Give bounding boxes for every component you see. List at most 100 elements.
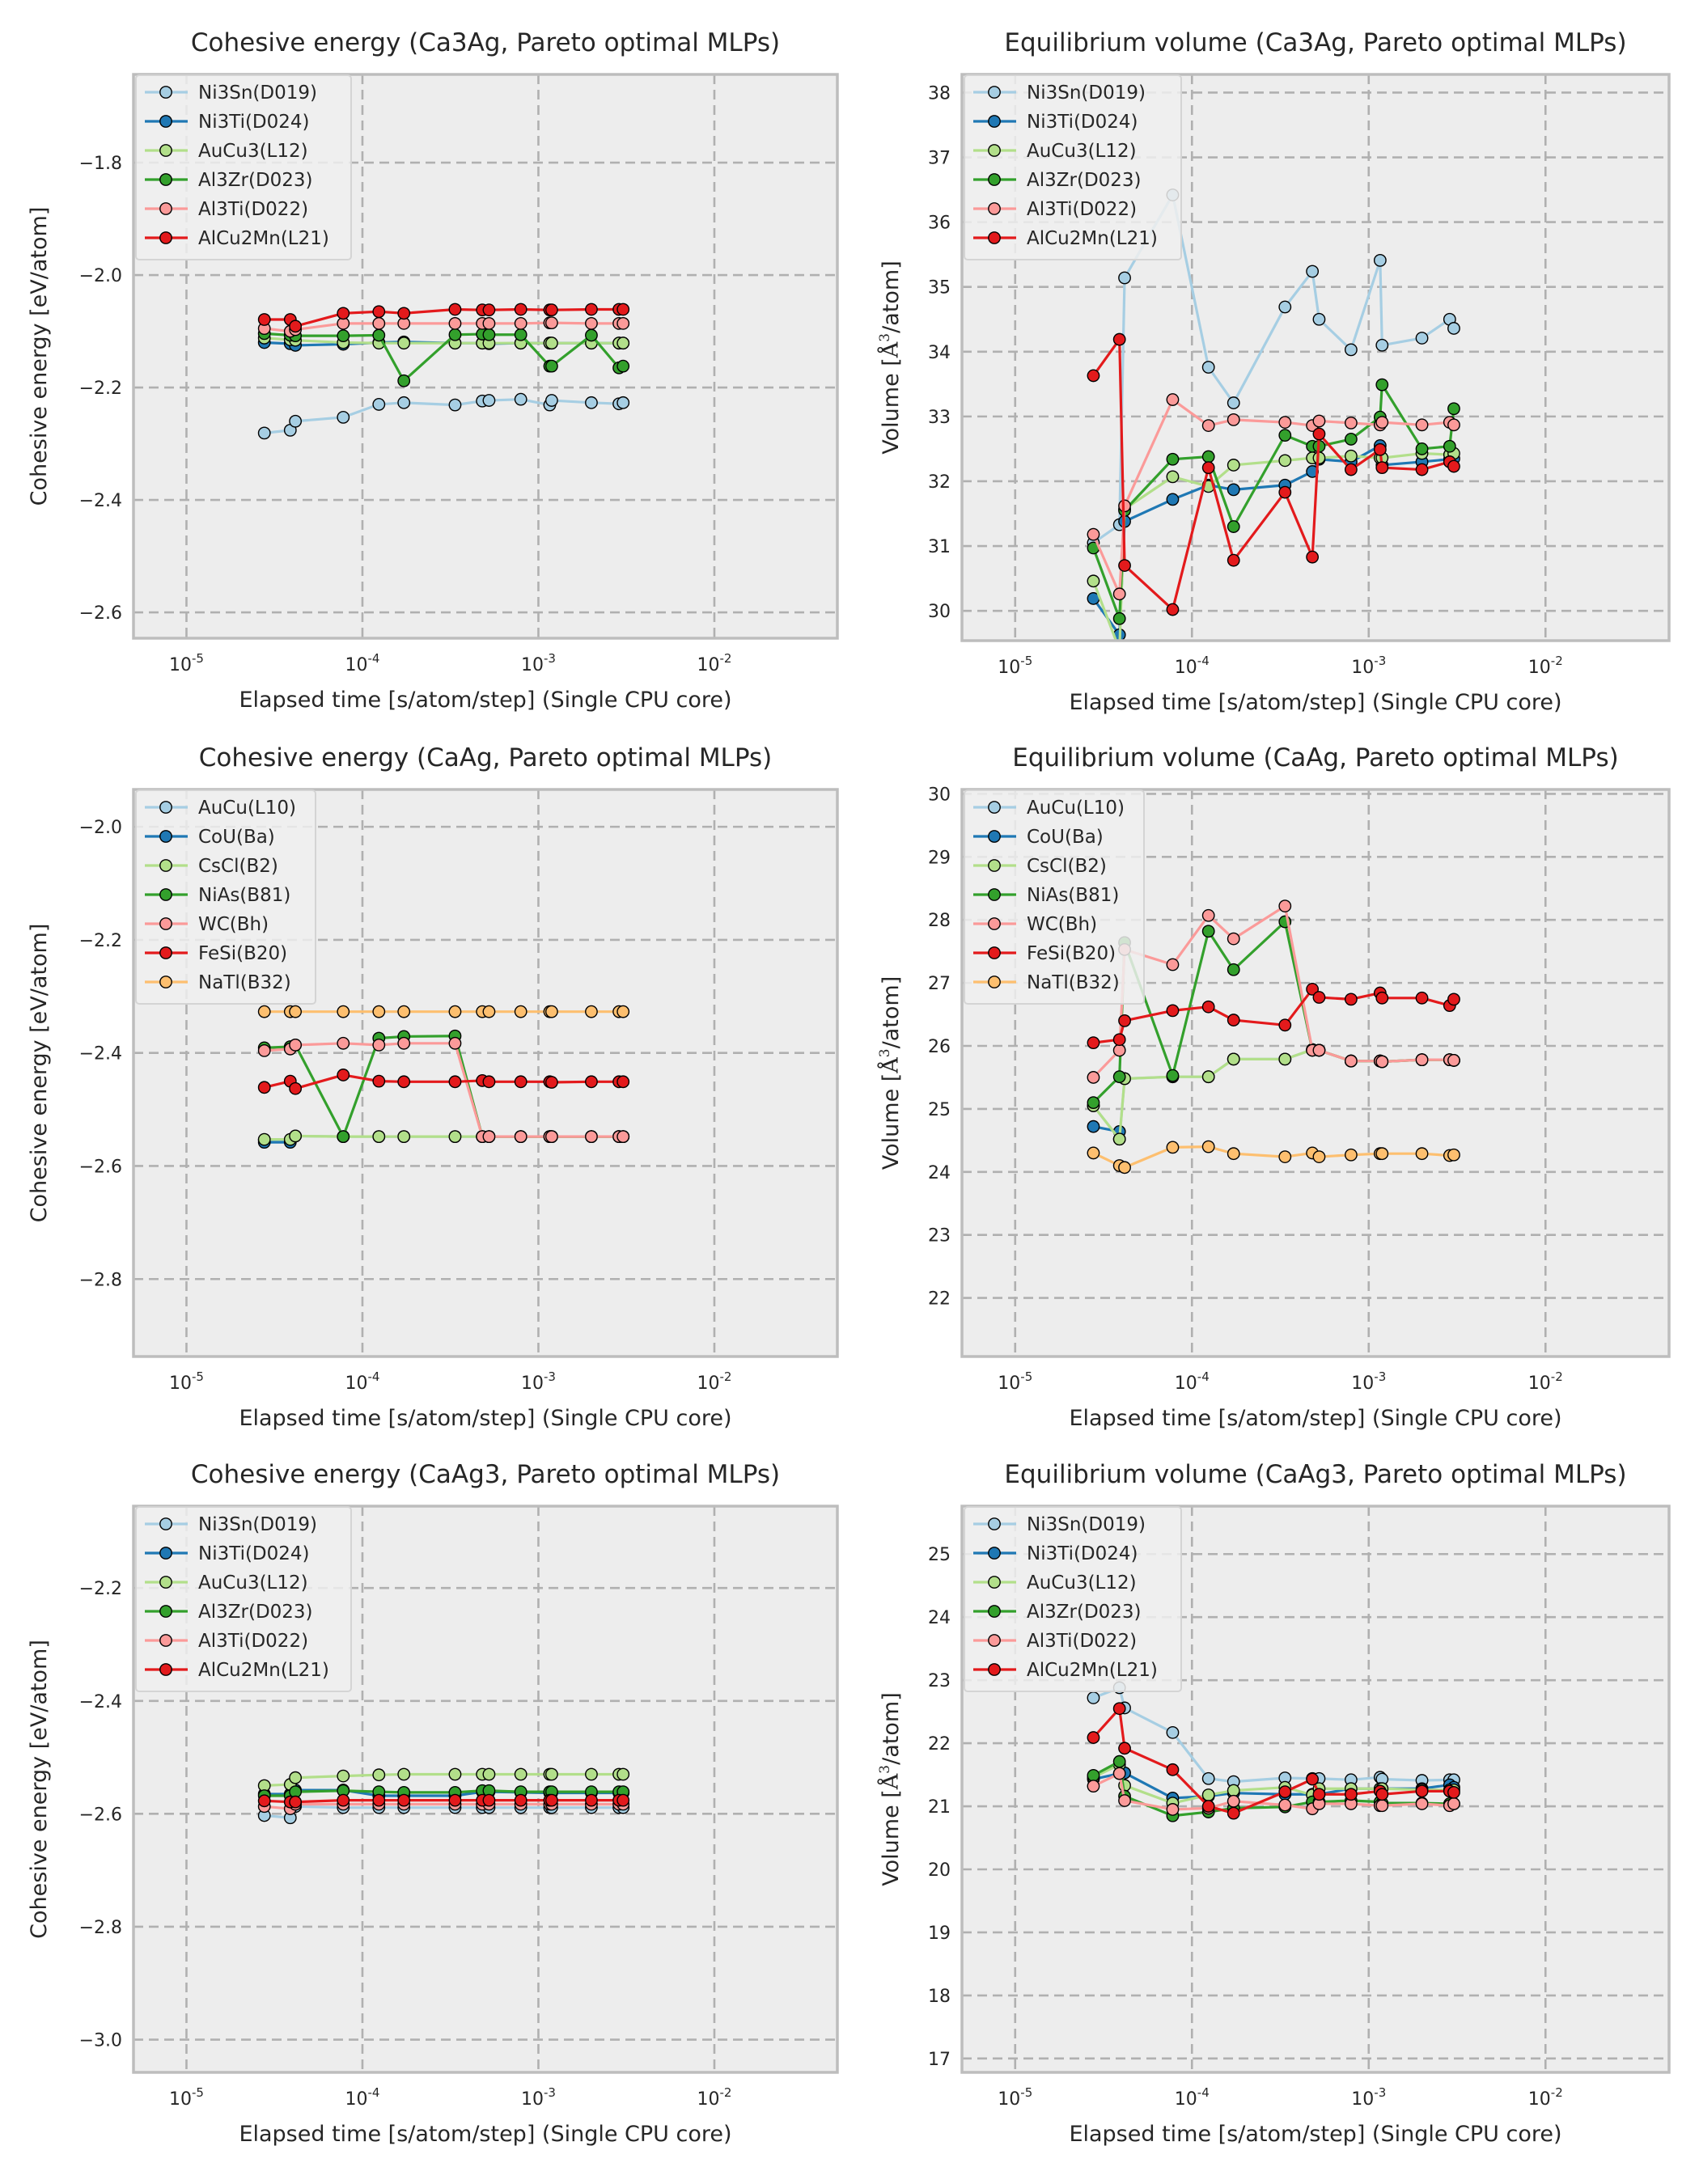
data-point	[1375, 416, 1389, 429]
chart-panel-5: 10-5 10-4 10-3 10-2−3.0−2.8−2.6−2.4−2.2Cohe…	[27, 1460, 839, 2147]
legend-label: AuCu3(L12)	[1027, 1572, 1137, 1594]
y-tick-label: 30	[928, 602, 951, 622]
data-point	[289, 1039, 303, 1052]
x-tick-exponent: -3	[544, 1369, 556, 1384]
y-tick-label: 23	[928, 1226, 951, 1246]
data-point	[1201, 1070, 1215, 1084]
data-point	[1344, 1148, 1358, 1162]
legend-item: Ni3Ti(D024)	[973, 1543, 1138, 1564]
data-point	[1087, 1768, 1100, 1782]
chart-title: Equilibrium volume (Ca3Ag, Pareto optima…	[1004, 28, 1626, 57]
data-point	[1227, 396, 1240, 409]
legend-marker	[159, 976, 172, 988]
data-point	[1375, 1788, 1389, 1801]
data-point	[1087, 1146, 1100, 1160]
legend-item: CsCl(B2)	[145, 856, 278, 877]
legend-item: NiAs(B81)	[145, 885, 290, 906]
data-point	[545, 336, 558, 350]
y-tick-label: 37	[928, 149, 951, 169]
data-point	[1227, 1794, 1240, 1808]
axes-frame	[960, 1505, 1671, 2074]
legend-marker	[988, 86, 1001, 99]
data-point	[1087, 574, 1100, 588]
data-point	[1201, 908, 1215, 922]
data-point	[1087, 1036, 1100, 1050]
data-point	[1278, 899, 1292, 912]
x-tick-base: 10	[1351, 658, 1374, 678]
data-point	[1201, 450, 1215, 463]
x-tick-base: 10	[697, 1373, 719, 1394]
data-point	[545, 359, 558, 373]
legend-frame	[135, 789, 316, 1005]
data-point	[545, 394, 558, 407]
legend-label: Al3Ti(D022)	[198, 1631, 308, 1652]
x-tick-exponent: -5	[1020, 654, 1032, 668]
x-tick-label: 10-4	[1175, 1369, 1210, 1394]
legend-marker	[159, 859, 172, 872]
plot-area	[257, 303, 630, 440]
legend-item: Al3Zr(D023)	[973, 170, 1142, 191]
data-point	[1166, 603, 1180, 616]
x-axis-label: Elapsed time [s/atom/step] (Single CPU c…	[1069, 1406, 1561, 1431]
legend-item: AuCu3(L12)	[973, 1572, 1137, 1594]
legend-marker	[988, 1547, 1001, 1560]
legend-label: WC(Bh)	[1027, 914, 1097, 935]
data-point	[1112, 1754, 1126, 1768]
x-tick-exponent: -5	[192, 1369, 204, 1384]
data-point	[1415, 991, 1429, 1005]
legend-item: Al3Zr(D023)	[973, 1602, 1142, 1623]
data-point	[1415, 418, 1429, 432]
legend-item: Al3Ti(D022)	[145, 199, 308, 220]
data-point	[257, 313, 271, 326]
data-point	[545, 1767, 558, 1781]
y-tick-label: −2.0	[79, 818, 122, 838]
data-point	[1118, 1742, 1131, 1755]
data-point	[514, 316, 527, 330]
data-point	[1112, 332, 1126, 346]
x-tick-label: 10-3	[521, 2085, 556, 2110]
data-point	[1306, 550, 1320, 564]
x-tick-base: 10	[1528, 2089, 1551, 2110]
y-tick-label: 24	[928, 1163, 951, 1183]
data-point	[1227, 553, 1240, 567]
legend-item: Al3Ti(D022)	[145, 1631, 308, 1652]
data-point	[257, 1005, 271, 1018]
data-point	[1166, 958, 1180, 971]
y-axis-label: Cohesive energy [eV/atom]	[27, 924, 52, 1223]
data-point	[616, 303, 630, 316]
data-point	[448, 1767, 462, 1781]
plot-area	[1087, 188, 1460, 641]
legend-item: Ni3Sn(D019)	[145, 83, 317, 104]
series-AlCu2Mn(L21)	[1087, 1702, 1460, 1820]
chart-title: Cohesive energy (Ca3Ag, Pareto optimal M…	[191, 28, 780, 57]
x-tick-base: 10	[521, 2089, 544, 2110]
legend-label: Ni3Sn(D019)	[1027, 83, 1146, 104]
data-point	[545, 1005, 558, 1018]
x-tick-base: 10	[697, 2089, 719, 2110]
data-point	[1227, 963, 1240, 976]
x-tick-exponent: -2	[719, 2085, 731, 2100]
chart-title: Cohesive energy (CaAg3, Pareto optimal M…	[191, 1460, 780, 1489]
y-label-suffix: /atom]	[879, 1692, 904, 1765]
legend-label: AuCu(L10)	[198, 798, 296, 819]
data-point	[1306, 1772, 1320, 1786]
data-point	[257, 1132, 271, 1146]
legend-label: Ni3Ti(D024)	[1027, 1543, 1138, 1564]
data-point	[1118, 1014, 1131, 1027]
data-point	[1201, 1140, 1215, 1153]
legend-label: Al3Ti(D022)	[1027, 1631, 1137, 1652]
y-label-superscript: 3	[877, 1765, 893, 1774]
data-point	[1375, 378, 1389, 392]
data-point	[1087, 1071, 1100, 1084]
x-tick-label: 10-4	[345, 2085, 379, 2110]
data-point	[1201, 1788, 1215, 1801]
data-point	[397, 1005, 411, 1018]
data-point	[585, 1767, 598, 1781]
x-tick-label: 10-5	[169, 651, 204, 675]
data-point	[1166, 1725, 1180, 1739]
y-tick-label: 26	[928, 1037, 951, 1057]
data-point	[1201, 361, 1215, 374]
legend-label: AlCu2Mn(L21)	[1027, 228, 1158, 249]
data-point	[448, 1793, 462, 1807]
legend-marker	[159, 1605, 172, 1618]
